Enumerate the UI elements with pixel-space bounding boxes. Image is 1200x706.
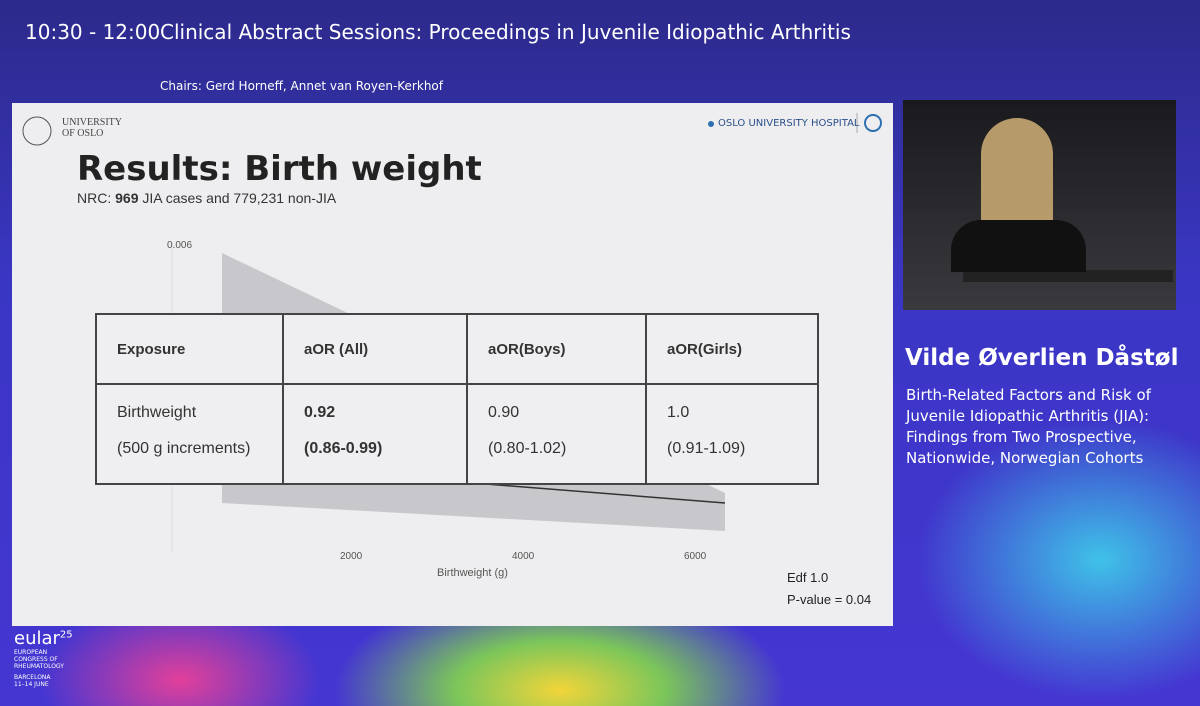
x-axis-label: Birthweight (g) [437,567,508,579]
cell: Birthweight (500 g increments) [95,383,284,485]
hospital-mark [864,114,882,132]
subtitle-text: NRC: [77,190,112,206]
data-row: Birthweight (500 g increments) 0.92 (0.86-… [95,383,819,485]
x-tick-label: 4000 [512,551,535,562]
header-cell: aOR(Boys) [466,313,647,385]
header-cell: aOR(Girls) [645,313,819,385]
logo-line: UNIVERSITY [62,117,122,128]
logo-line: BARCELONA [14,674,51,681]
header-row: Exposure aOR (All) aOR(Boys) aOR(Girls) [95,313,819,385]
cell-line: Birthweight [117,404,197,421]
cell: 0.90 (0.80-1.02) [466,383,647,485]
hospital-logo: OSLO UNIVERSITY HOSPITAL [718,118,860,129]
hospital-icon [708,121,714,127]
logo-line: CONGRESS OF [14,656,58,663]
y-tick-label: 0.006 [167,240,193,251]
slide-title: Results: Birth weight [77,149,482,189]
uio-logo: UNIVERSITY OF OSLO [62,117,122,139]
cell-line: 1.0 [667,404,690,421]
x-tick-label: 2000 [340,551,363,562]
cell-line: (0.86-0.99) [304,440,383,457]
slide: UNIVERSITY OF OSLO OSLO UNIVERSITY HOSPI… [12,103,893,626]
speaker-video [903,100,1176,310]
speaker-figure [981,118,1053,238]
subtitle-text: JIA cases and 779,231 non-JIA [142,190,337,206]
header-cell: aOR (All) [282,313,468,385]
session-chairs: Chairs: Gerd Horneff, Annet van Royen-Ke… [160,79,443,93]
cell-line: 0.90 [488,404,520,421]
session-time: 10:30 - 12:00 [25,20,161,44]
cell: 1.0 (0.91-1.09) [645,383,819,485]
slide-subtitle: NRC: 969 JIA cases and 779,231 non-JIA [77,190,336,206]
speaker-body [951,220,1086,272]
p-value-note: P-value = 0.04 [787,592,872,607]
congress-name: EUROPEAN CONGRESS OF RHEUMATOLOGY BARCEL… [14,649,73,688]
header-cell: Exposure [95,313,284,385]
edf-note: Edf 1.0 [787,570,829,585]
talk-line: Findings from Two Prospective, [906,428,1137,446]
logo-line: 11–14 JUNE [14,681,49,688]
subtitle-count: 969 [115,190,139,206]
logo-line: OF OSLO [62,128,104,139]
cell-line: 0.92 [304,404,336,421]
uio-emblem [22,116,52,146]
lectern [963,270,1173,282]
logo-line: EUROPEAN [14,649,48,656]
talk-line: Nationwide, Norwegian Cohorts [906,449,1144,467]
x-tick-label: 6000 [684,551,707,562]
cell-line: (0.91-1.09) [667,440,746,457]
talk-title: Birth-Related Factors and Risk of Juveni… [906,385,1151,469]
cell-line: (500 g increments) [117,440,251,457]
speaker-name: Vilde Øverlien Dåstøl [905,345,1179,371]
results-table: Exposure aOR (All) aOR(Boys) aOR(Girls) … [95,313,819,485]
session-title: Clinical Abstract Sessions: Proceedings … [160,20,851,44]
logo-line: RHEUMATOLOGY [14,663,64,670]
cell-line: (0.80-1.02) [488,440,567,457]
eular-logo: eular25 EUROPEAN CONGRESS OF RHEUMATOLOG… [14,628,73,688]
brand: eular [14,628,60,649]
talk-line: Juvenile Idiopathic Arthritis (JIA): [906,407,1150,425]
cell: 0.92 (0.86-0.99) [282,383,468,485]
edition: 25 [59,629,73,641]
talk-line: Birth-Related Factors and Risk of [906,386,1151,404]
